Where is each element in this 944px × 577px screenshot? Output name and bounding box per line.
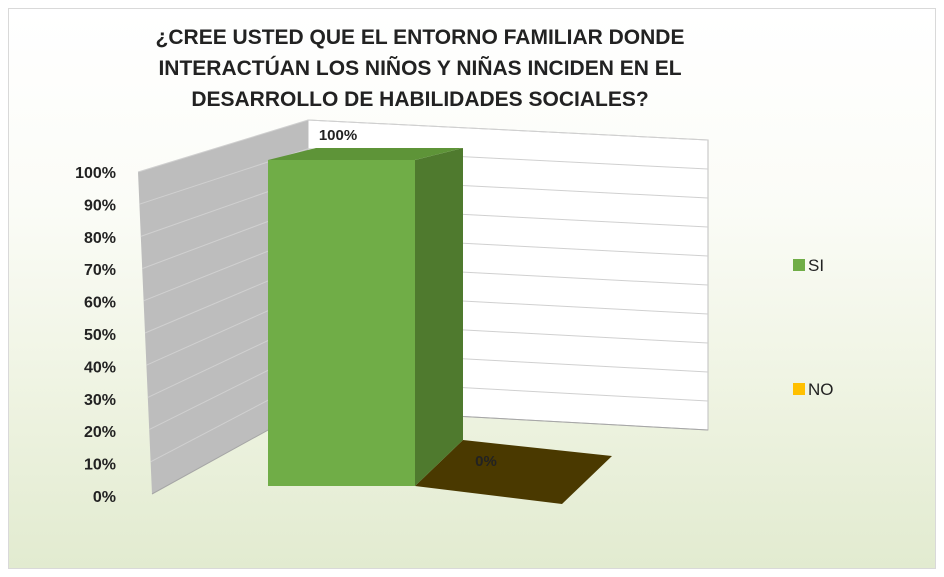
y-tick-label: 70% [84,262,116,279]
y-tick-label: 10% [84,457,116,474]
y-tick-label: 50% [84,327,116,344]
data-label-si: 100% [319,127,357,144]
y-tick-label: 80% [84,230,116,247]
legend-label-si: SI [808,256,824,275]
gridline [139,148,709,205]
gridline [137,119,709,173]
side-wall [138,120,308,494]
legend-swatch-si [793,259,805,271]
y-tick-label: 30% [84,392,116,409]
legend-swatch-no [793,383,805,395]
y-axis-ticks: 0% 10% 20% 30% 40% 50% 60% 70% 80% 90% 100% [75,165,116,506]
data-label-no: 0% [475,453,497,470]
y-tick-label: 40% [84,359,116,376]
bar-no [415,440,612,504]
bar-si-side [415,148,463,486]
bar-si [268,160,415,486]
y-tick-label: 100% [75,165,116,182]
y-tick-label: 60% [84,295,116,312]
y-tick-label: 20% [84,424,116,441]
bar-si-top [268,148,463,160]
legend-label-no: NO [808,380,834,399]
y-tick-label: 0% [93,489,116,506]
chart-title: ¿CREE USTED QUE EL ENTORNO FAMILIAR DOND… [155,26,685,111]
y-tick-label: 90% [84,197,116,214]
